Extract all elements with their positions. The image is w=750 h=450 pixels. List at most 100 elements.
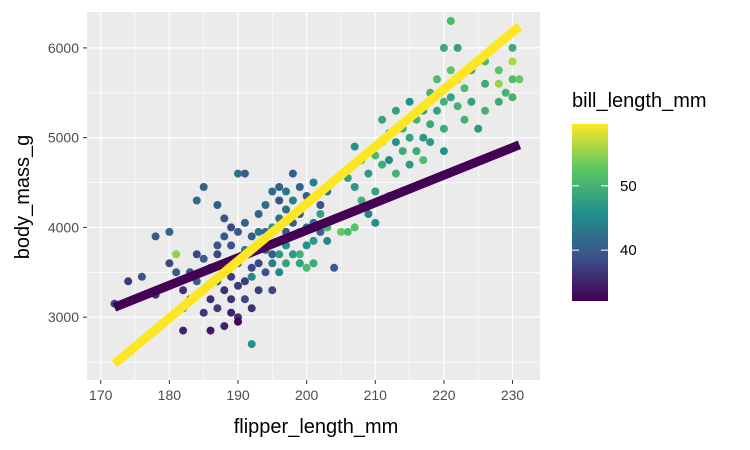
data-point (385, 156, 393, 165)
data-point (316, 201, 325, 209)
data-point (172, 250, 181, 259)
data-point (275, 196, 284, 205)
data-point (378, 115, 387, 124)
data-point (350, 183, 359, 191)
data-point (275, 250, 284, 259)
data-point (282, 187, 290, 196)
data-point (254, 286, 263, 295)
data-point (316, 210, 325, 218)
data-point (302, 263, 311, 272)
data-point (433, 75, 441, 84)
x-tick-label: 190 (226, 387, 250, 403)
regression-line (112, 140, 522, 312)
data-point (227, 223, 236, 232)
data-point (254, 227, 263, 236)
data-point (213, 304, 222, 313)
legend-title: bill_length_mm (572, 90, 707, 112)
data-point (515, 75, 524, 84)
data-point (446, 93, 455, 102)
data-point (199, 183, 208, 191)
data-point (206, 326, 215, 335)
data-point (426, 138, 435, 147)
data-point (405, 133, 414, 142)
data-point (391, 169, 400, 178)
regression-line (111, 22, 523, 368)
data-point (268, 286, 277, 295)
data-point (405, 160, 414, 169)
data-point (453, 43, 462, 52)
data-point (220, 214, 229, 223)
data-point (275, 183, 284, 191)
data-point (508, 75, 517, 84)
data-point (234, 227, 242, 236)
minor-gridlines (87, 12, 540, 380)
data-point (350, 223, 359, 232)
data-point (268, 250, 277, 259)
y-tick-label: 6000 (48, 40, 79, 56)
data-point (508, 43, 517, 52)
data-point (288, 250, 297, 259)
y-tick-label: 3000 (48, 309, 79, 325)
data-point (124, 277, 133, 286)
data-point (364, 210, 373, 218)
data-point (234, 169, 242, 178)
data-point (282, 205, 290, 214)
data-point (357, 196, 366, 205)
data-point (439, 147, 448, 156)
data-point (295, 250, 304, 259)
data-point (426, 120, 435, 129)
data-point (261, 268, 270, 277)
data-point (268, 259, 277, 268)
y-axis-title: body_mass_g (12, 135, 34, 260)
data-point (254, 259, 263, 268)
data-point (137, 272, 146, 281)
data-point (494, 66, 503, 75)
x-tick-label: 180 (158, 387, 182, 403)
data-point (302, 241, 311, 250)
data-point (405, 97, 414, 106)
data-point (460, 115, 469, 124)
data-point (213, 241, 222, 250)
data-point (460, 84, 469, 93)
data-point (508, 57, 517, 66)
x-tick-label: 230 (501, 387, 525, 403)
data-point (268, 187, 277, 196)
data-point (391, 138, 400, 147)
data-point (247, 232, 256, 241)
data-point (494, 97, 503, 106)
data-point (240, 218, 249, 227)
data-point (364, 169, 373, 178)
legend-tick-label: 50 (620, 178, 637, 195)
data-point (337, 227, 345, 236)
data-points (110, 17, 524, 349)
regression-lines (111, 22, 523, 368)
data-point (261, 201, 270, 209)
data-point (330, 263, 339, 272)
data-point (220, 322, 229, 331)
data-point (172, 268, 181, 277)
data-point (220, 232, 229, 241)
data-point (227, 272, 236, 281)
data-point (398, 147, 407, 156)
data-point (192, 250, 201, 259)
data-point (412, 147, 421, 156)
data-point (234, 281, 242, 290)
data-point (481, 79, 490, 88)
legend-colorbar (572, 124, 608, 301)
data-point (446, 17, 455, 25)
color-legend: bill_length_mm 40 50 (572, 90, 707, 301)
data-point (419, 133, 428, 142)
data-point (213, 201, 222, 209)
data-point (371, 187, 380, 196)
data-point (288, 169, 297, 178)
data-point (240, 295, 249, 304)
x-tick-label: 210 (364, 387, 388, 403)
data-point (282, 259, 290, 268)
data-point (439, 97, 448, 106)
x-tick-label: 200 (295, 387, 319, 403)
data-point (151, 232, 160, 241)
x-tick-label: 220 (432, 387, 456, 403)
data-point (240, 277, 249, 286)
data-point (227, 241, 236, 250)
